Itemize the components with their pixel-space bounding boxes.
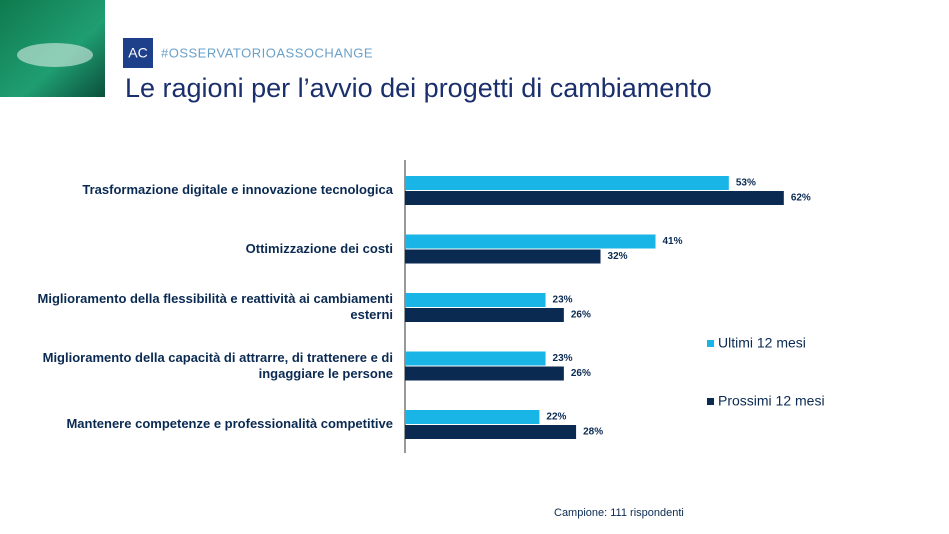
logo: AC bbox=[128, 45, 147, 61]
bar bbox=[405, 308, 564, 322]
value-label: 26% bbox=[571, 368, 591, 379]
logo-box bbox=[123, 38, 153, 68]
value-label: 32% bbox=[608, 251, 628, 262]
bar bbox=[405, 293, 546, 307]
value-label: 41% bbox=[663, 236, 683, 247]
chart-title: Le ragioni per l’avvio dei progetti di c… bbox=[125, 73, 712, 103]
bar bbox=[405, 249, 601, 264]
category-label: Mantenere competenze e professionalità c… bbox=[66, 416, 393, 431]
legend-label: Ultimi 12 mesi bbox=[718, 335, 806, 351]
bar bbox=[405, 425, 577, 439]
value-label: 28% bbox=[583, 427, 603, 438]
legend-marker bbox=[707, 340, 714, 347]
legend-label: Prossimi 12 mesi bbox=[718, 393, 825, 409]
value-label: 22% bbox=[546, 412, 566, 423]
bar bbox=[405, 351, 546, 366]
hashtag: #OSSERVATORIOASSOCHANGE bbox=[161, 45, 373, 60]
value-label: 26% bbox=[571, 310, 591, 321]
value-label: 62% bbox=[791, 193, 811, 204]
value-label: 23% bbox=[553, 353, 573, 364]
note: Campione: 111 rispondenti bbox=[554, 507, 684, 519]
category-label: Miglioramento della flessibilità e reatt… bbox=[37, 291, 393, 322]
value-label: 23% bbox=[553, 295, 573, 306]
legend-marker bbox=[707, 398, 714, 405]
category-label: Miglioramento della capacità di attrarre… bbox=[42, 349, 393, 381]
bar bbox=[405, 410, 540, 424]
category-label: Trasformazione digitale e innovazione te… bbox=[82, 182, 393, 197]
header-image-detail bbox=[17, 43, 93, 67]
value-label: 53% bbox=[736, 178, 756, 189]
bar bbox=[405, 191, 784, 205]
bar bbox=[405, 366, 564, 381]
bar bbox=[405, 176, 729, 190]
category-label: Ottimizzazione dei costi bbox=[245, 240, 393, 256]
bar bbox=[405, 234, 656, 249]
